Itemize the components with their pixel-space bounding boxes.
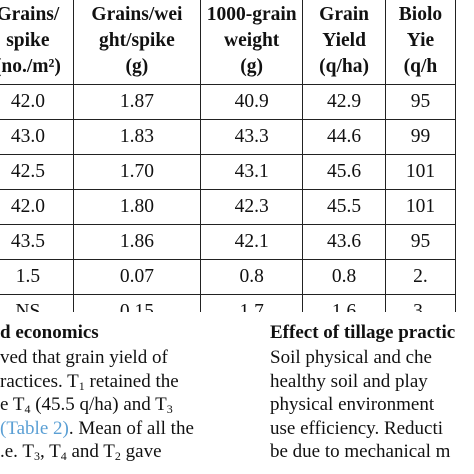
table-cell: 45.6 bbox=[302, 154, 386, 190]
text-run: gave bbox=[120, 441, 162, 463]
header-biological-yield: Biolo Yie (q/h bbox=[384, 0, 457, 85]
table-cell: 42.9 bbox=[302, 84, 386, 120]
paragraph-line: ved that grain yield of bbox=[0, 346, 194, 370]
text-run: retained the bbox=[84, 370, 179, 392]
results-table-region: Grains/ spike (no./m²) Grains/wei ght/sp… bbox=[0, 0, 457, 312]
table-cell: 1.83 bbox=[72, 119, 202, 155]
header-line: Grains/wei bbox=[91, 4, 183, 25]
table-cell: 43.1 bbox=[200, 154, 304, 190]
table-cell: 43.5 bbox=[0, 224, 74, 260]
paragraph-line: ractices. T1 retained the bbox=[0, 370, 194, 394]
table-row: 42.0 1.80 42.3 45.5 101 bbox=[0, 189, 457, 225]
header-line: Biolo bbox=[398, 4, 443, 25]
table-cell: 42.3 bbox=[200, 189, 304, 225]
header-line: Grain bbox=[319, 4, 370, 25]
text-run: ractices. T bbox=[0, 370, 79, 392]
paragraph-line: be due to mechanical m bbox=[270, 441, 451, 463]
table-cell: 1.87 bbox=[72, 84, 202, 120]
header-line: (q/ha) bbox=[319, 56, 370, 77]
header-line: Yield bbox=[322, 30, 366, 51]
table-cell: 2. bbox=[384, 259, 457, 295]
table-row: NS 0.15 1.7 1.6 3. bbox=[0, 294, 457, 312]
paragraph-line: physical environment bbox=[270, 394, 435, 416]
table-cell: 1.86 bbox=[72, 224, 202, 260]
table-cell: 101 bbox=[384, 154, 457, 190]
table-row: 42.5 1.70 43.1 45.6 101 bbox=[0, 154, 457, 190]
header-grains-spike: Grains/ spike (no./m²) bbox=[0, 0, 74, 85]
subscript: 1 bbox=[78, 378, 85, 393]
paragraph-line: .e. T3, T4 and T2 gave bbox=[0, 440, 194, 464]
table-cell: 1.7 bbox=[200, 294, 304, 312]
table-cell: NS bbox=[0, 294, 74, 312]
header-grain-weight-spike: Grains/wei ght/spike (g) bbox=[72, 0, 202, 85]
table-cell: 43.6 bbox=[302, 224, 386, 260]
text-run: ved that grain yield of bbox=[0, 347, 168, 368]
header-line: spike bbox=[6, 30, 50, 51]
table-cell: 1.6 bbox=[302, 294, 386, 312]
table-cell: 42.0 bbox=[0, 84, 74, 120]
header-line: Yie bbox=[406, 30, 435, 51]
table-cell: 0.07 bbox=[72, 259, 202, 295]
subscript: 4 bbox=[60, 449, 67, 464]
table-cell: 1.70 bbox=[72, 154, 202, 190]
text-run: e T bbox=[0, 394, 25, 416]
section-heading-tillage: Effect of tillage practic bbox=[270, 322, 456, 343]
table-row: 43.0 1.83 43.3 44.6 99 bbox=[0, 119, 457, 155]
paragraph-line: healthy soil and play bbox=[270, 370, 428, 392]
table-cell: 101 bbox=[384, 189, 457, 225]
subscript: 3 bbox=[166, 402, 173, 417]
header-line: (g) bbox=[240, 56, 264, 77]
table-row: 42.0 1.87 40.9 42.9 95 bbox=[0, 84, 457, 120]
table-cell: 1.80 bbox=[72, 189, 202, 225]
table-cell: 3. bbox=[384, 294, 457, 312]
subscript: 3 bbox=[33, 449, 40, 464]
table-2-link[interactable]: (Table 2) bbox=[0, 417, 69, 439]
section-heading-economics: d economics bbox=[0, 322, 99, 343]
paragraph-line: (Table 2). Mean of all the bbox=[0, 417, 194, 441]
right-paragraph: Soil physical and che healthy soil and p… bbox=[270, 346, 450, 464]
table-cell: 42.1 bbox=[200, 224, 304, 260]
table-cell: 95 bbox=[384, 84, 457, 120]
header-line: Grains/ bbox=[0, 4, 60, 25]
header-line: (q/h bbox=[403, 56, 438, 77]
header-line: ght/spike bbox=[98, 30, 175, 51]
table-cell: 0.15 bbox=[72, 294, 202, 312]
table-row: 1.5 0.07 0.8 0.8 2. bbox=[0, 259, 457, 295]
text-run: . Mean of all the bbox=[68, 417, 194, 439]
text-run: and T bbox=[66, 441, 115, 463]
paragraph-line: Soil physical and che bbox=[270, 347, 432, 368]
subscript: 2 bbox=[114, 449, 121, 464]
table-cell: 40.9 bbox=[200, 84, 304, 120]
text-run: (45.5 q/ha) and T bbox=[30, 394, 167, 416]
table-cell: 95 bbox=[384, 224, 457, 260]
table-cell: 45.5 bbox=[302, 189, 386, 225]
header-line: (no./m²) bbox=[0, 56, 61, 77]
table-cell: 42.0 bbox=[0, 189, 74, 225]
left-paragraph: ved that grain yield of ractices. T1 ret… bbox=[0, 346, 194, 464]
text-run: .e. T bbox=[0, 441, 34, 463]
header-line: (g) bbox=[125, 56, 149, 77]
paragraph-line: e T4 (45.5 q/ha) and T3 bbox=[0, 393, 194, 417]
header-line: weight bbox=[224, 30, 280, 51]
header-grain-yield: Grain Yield (q/ha) bbox=[302, 0, 386, 85]
paragraph-line: use efficiency. Reducti bbox=[270, 417, 444, 439]
table-cell: 1.5 bbox=[0, 259, 74, 295]
table-row: 43.5 1.86 42.1 43.6 95 bbox=[0, 224, 457, 260]
table-cell: 44.6 bbox=[302, 119, 386, 155]
table-cell: 99 bbox=[384, 119, 457, 155]
table-cell: 0.8 bbox=[200, 259, 304, 295]
table-cell: 43.0 bbox=[0, 119, 74, 155]
header-1000-grain-weight: 1000-grain weight (g) bbox=[200, 0, 304, 85]
table-header-row: Grains/ spike (no./m²) Grains/wei ght/sp… bbox=[0, 0, 457, 85]
results-table: Grains/ spike (no./m²) Grains/wei ght/sp… bbox=[0, 0, 457, 312]
table-cell: 42.5 bbox=[0, 154, 74, 190]
table-cell: 0.8 bbox=[302, 259, 386, 295]
text-run: , T bbox=[39, 441, 61, 463]
table-cell: 43.3 bbox=[200, 119, 304, 155]
header-line: 1000-grain bbox=[206, 4, 297, 25]
subscript: 4 bbox=[24, 402, 31, 417]
